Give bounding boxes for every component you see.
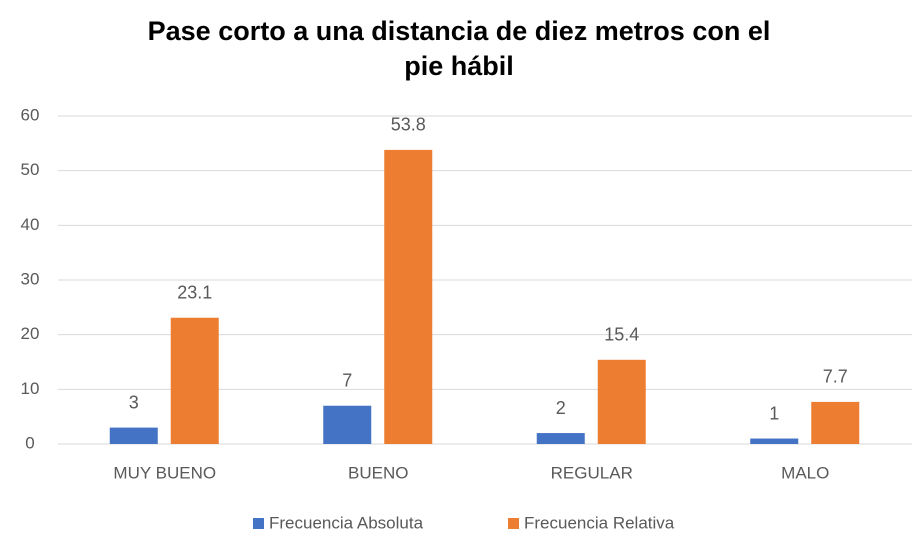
- data-label: 7: [342, 370, 352, 390]
- legend-label: Frecuencia Absoluta: [269, 513, 424, 532]
- legend-swatch: [253, 518, 264, 529]
- legend-label: Frecuencia Relativa: [524, 513, 675, 532]
- y-tick-label: 10: [21, 379, 40, 398]
- x-tick-label: REGULAR: [551, 463, 633, 482]
- data-label: 53.8: [391, 115, 426, 135]
- bar: [750, 438, 799, 444]
- data-label: 2: [556, 398, 566, 418]
- data-label: 1: [769, 403, 779, 423]
- bar: [597, 359, 646, 444]
- bar: [323, 405, 372, 444]
- y-tick-label: 40: [21, 215, 40, 234]
- bar: [384, 149, 433, 445]
- y-tick-label: 60: [21, 105, 40, 124]
- data-label: 3: [129, 392, 139, 412]
- y-tick-label: 30: [21, 269, 40, 288]
- bar: [109, 427, 158, 444]
- y-tick-label: 0: [25, 433, 34, 452]
- data-label: 15.4: [604, 325, 639, 345]
- chart-title: pie hábil: [404, 51, 514, 81]
- bar: [811, 401, 860, 444]
- x-tick-label: BUENO: [348, 463, 408, 482]
- chart-title: Pase corto a una distancia de diez metro…: [148, 16, 771, 46]
- x-tick-label: MALO: [781, 463, 829, 482]
- data-label: 23.1: [177, 282, 212, 302]
- y-tick-label: 20: [21, 324, 40, 343]
- bar: [170, 317, 219, 444]
- x-tick-label: MUY BUENO: [113, 463, 216, 482]
- data-label: 7.7: [823, 367, 848, 387]
- legend-swatch: [508, 518, 519, 529]
- y-tick-label: 50: [21, 160, 40, 179]
- bar: [536, 433, 585, 444]
